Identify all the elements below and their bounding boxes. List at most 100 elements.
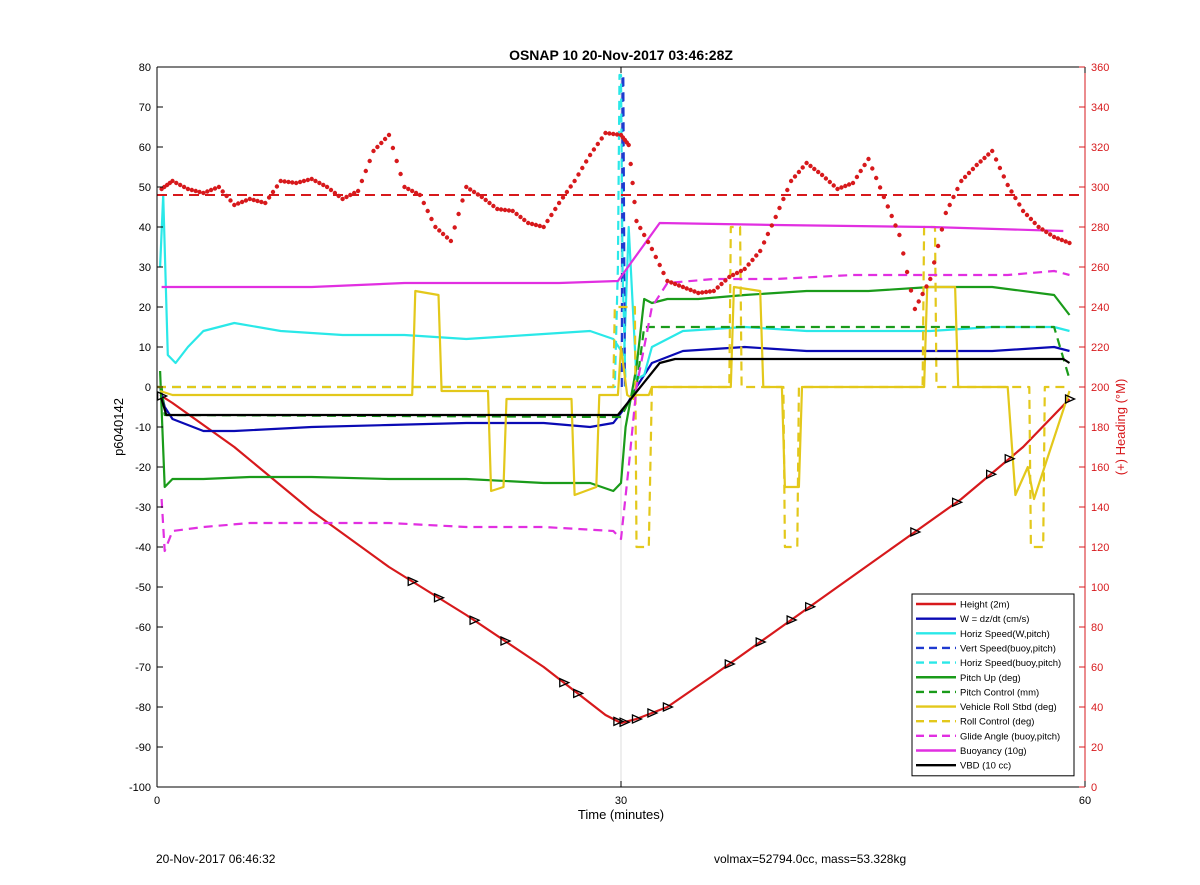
heading-point (734, 270, 740, 276)
heading-point (970, 166, 976, 172)
heading-point (506, 208, 512, 213)
x-tick-label: 60 (1079, 795, 1091, 807)
heading-point (491, 203, 496, 209)
heading-point (518, 214, 523, 220)
y-tick-label-right: 320 (1091, 142, 1109, 154)
heading-point (595, 141, 600, 147)
heading-point (197, 189, 202, 195)
heading-point (1020, 208, 1026, 214)
heading-point (800, 165, 805, 170)
heading-point (645, 239, 651, 245)
y-tick-label-left: 80 (139, 62, 151, 74)
heading-point (440, 231, 446, 237)
heading-point (866, 156, 871, 162)
heading-point (819, 172, 825, 178)
heading-point (1013, 195, 1018, 201)
heading-point (232, 202, 237, 208)
heading-point (367, 158, 372, 164)
y-tick-label-left: 10 (139, 342, 151, 354)
heading-point (274, 184, 280, 189)
heading-point (429, 216, 434, 222)
series-glide (160, 269, 1070, 553)
heading-point (839, 185, 844, 190)
heading-point (587, 152, 593, 158)
height-triangle-marker (559, 677, 571, 688)
legend-label-horiz-buoy: Horiz Speed(buoy,pitch) (960, 658, 1061, 669)
heading-point (270, 189, 276, 195)
legend-label-pitch-ctrl: Pitch Control (mm) (960, 687, 1039, 698)
heading-point (665, 278, 670, 284)
heading-point (781, 196, 786, 202)
heading-point (707, 289, 713, 294)
heading-point (1001, 174, 1006, 179)
legend-label-height: Height (2m) (960, 600, 1010, 611)
heading-point (390, 145, 396, 151)
series-vert-buoy (620, 73, 627, 388)
heading-point (1051, 234, 1057, 240)
height-triangle-marker (156, 390, 169, 402)
heading-point (417, 192, 423, 198)
heading-point (982, 155, 987, 161)
legend-label-pitch: Pitch Up (deg) (960, 673, 1021, 684)
heading-point (243, 198, 249, 203)
height-triangle-marker (500, 635, 512, 647)
heading-point (282, 179, 287, 184)
y-tick-label-right: 160 (1091, 462, 1109, 474)
heading-point (321, 182, 326, 188)
heading-point (286, 179, 291, 185)
heading-point (1059, 237, 1065, 243)
y-tick-label-left: 20 (139, 302, 151, 314)
y-tick-label-right: 200 (1091, 382, 1109, 394)
heading-point (831, 183, 836, 188)
heading-point (460, 198, 465, 203)
height-triangle-marker (433, 592, 446, 603)
heading-point (738, 268, 744, 274)
heading-point (874, 175, 879, 181)
heading-point (974, 162, 979, 168)
heading-point (251, 197, 256, 203)
heading-point (410, 188, 415, 194)
heading-point (591, 147, 597, 152)
heading-point (943, 210, 948, 216)
x-tick-label: 0 (154, 795, 160, 807)
heading-point (769, 223, 774, 228)
heading-point (487, 200, 492, 206)
heading-point (332, 190, 338, 196)
y-tick-label-right: 40 (1091, 702, 1103, 714)
heading-point (294, 180, 299, 186)
height-triangle-marker (647, 707, 659, 719)
heading-point (584, 159, 589, 164)
heading-point (765, 231, 771, 237)
heading-point (379, 140, 384, 146)
heading-point (628, 161, 633, 167)
heading-point (657, 262, 662, 268)
heading-point (514, 211, 519, 217)
heading-point (259, 199, 264, 205)
heading-point (290, 180, 295, 185)
heading-point (452, 225, 457, 230)
height-triangle-marker (469, 615, 481, 626)
y-tick-label-left: -10 (135, 422, 151, 434)
axes-layer: 0 30 6080706050403020100-10-20-30-40-50-60… (129, 62, 1109, 807)
y-tick-label-right: 340 (1091, 102, 1109, 114)
heading-point (185, 186, 191, 192)
heading-point (297, 179, 303, 185)
heading-point (711, 288, 716, 294)
heading-point (568, 184, 573, 189)
legend-label-roll: Vehicle Roll Stbd (deg) (960, 702, 1057, 713)
heading-point (352, 190, 357, 196)
heading-point (193, 188, 198, 194)
heading-point (205, 189, 210, 194)
heading-point (843, 183, 848, 189)
y-tick-label-left: -70 (135, 662, 151, 674)
heading-point (475, 192, 481, 197)
height-triangle-marker (407, 576, 419, 587)
heading-point (928, 276, 933, 282)
heading-point (402, 184, 407, 190)
y-axis-label-right: (+) Heading (°M) (1113, 379, 1128, 476)
heading-point (526, 220, 531, 226)
heading-point (653, 254, 658, 260)
heading-point (916, 299, 921, 304)
heading-point (421, 200, 426, 206)
heading-point (1009, 189, 1014, 194)
